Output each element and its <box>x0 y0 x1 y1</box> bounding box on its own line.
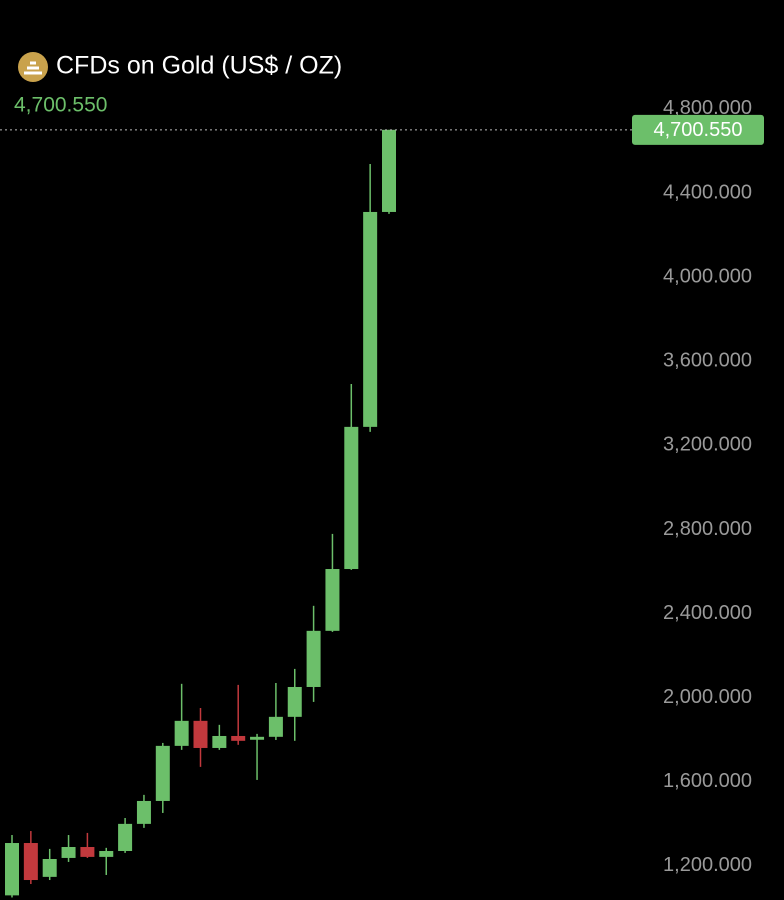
candle-body <box>155 745 170 801</box>
candle-body <box>42 858 57 877</box>
candle-body <box>306 630 321 687</box>
candle-body <box>61 847 76 858</box>
candle-body <box>99 851 114 857</box>
candle-body <box>193 720 208 748</box>
candle-body <box>363 211 378 427</box>
candle-body <box>136 800 151 824</box>
last-price-tag-label: 4,700.550 <box>654 119 743 141</box>
candle-body <box>23 843 38 881</box>
y-tick-label: 2,800.000 <box>663 518 752 540</box>
y-tick-label: 3,600.000 <box>663 350 752 372</box>
candle-body <box>212 735 227 748</box>
last-price: 4,700.550 <box>14 94 107 117</box>
y-tick-label: 3,200.000 <box>663 434 752 456</box>
y-tick-label: 4,400.000 <box>663 181 752 203</box>
chart-title: CFDs on Gold (US$ / OZ) <box>56 52 342 80</box>
candle-body <box>344 426 359 570</box>
candle-body <box>118 823 133 852</box>
y-tick-label: 4,800.000 <box>663 97 752 119</box>
candle-body <box>382 129 396 212</box>
y-tick-label: 2,000.000 <box>663 686 752 708</box>
asset-icon-glyph <box>24 61 42 75</box>
candle-body <box>287 686 302 717</box>
last-price-tag <box>632 114 764 145</box>
candle-body <box>250 736 265 740</box>
y-tick-label: 2,400.000 <box>663 602 752 624</box>
y-tick-label: 4,000.000 <box>663 265 752 287</box>
y-tick-label: 1,200.000 <box>663 854 752 876</box>
candle-body <box>80 847 95 857</box>
candle-body <box>174 720 189 746</box>
y-tick-label: 1,600.000 <box>663 770 752 792</box>
candle-body <box>231 735 246 741</box>
candle-body <box>5 843 19 896</box>
candle-body <box>325 569 340 631</box>
candle-body <box>268 716 283 737</box>
